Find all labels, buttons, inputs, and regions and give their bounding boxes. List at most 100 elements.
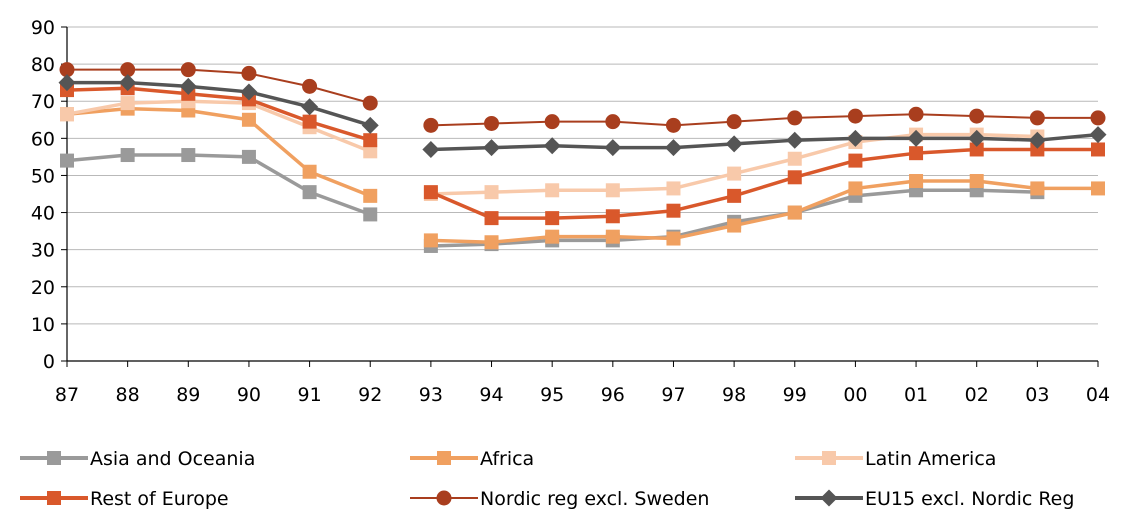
data-point [909,174,924,189]
legend-marker [47,451,61,465]
x-tick-label: 93 [419,384,443,406]
y-tick-label: 50 [31,165,55,187]
data-point [1091,142,1105,157]
data-point [120,96,135,111]
x-tick-label: 88 [116,384,140,406]
data-point [969,142,984,157]
data-point [302,185,317,200]
data-point [302,114,317,129]
data-point [363,144,378,159]
data-point [907,129,925,147]
x-tick-label: 98 [722,384,746,406]
data-point [666,231,681,246]
series-5 [58,74,1107,158]
data-point [483,139,501,157]
series-line [65,99,372,154]
legend-label: Africa [480,448,534,470]
data-point [605,209,620,224]
legend: Asia and Oceania Africa Latin America Rest … [20,448,1074,510]
y-tick-label: 90 [31,17,55,39]
data-point [848,181,863,196]
x-tick-label: 96 [601,384,625,406]
series-4 [59,62,1106,133]
data-point [969,174,984,189]
x-tick-label: 95 [540,384,564,406]
data-point [484,185,499,200]
data-point [180,62,196,78]
data-point [179,77,197,95]
data-point [545,229,560,244]
data-point [605,114,621,130]
data-point [119,74,137,92]
data-point [363,207,378,222]
data-point [423,233,438,248]
data-point [787,110,803,126]
data-point [1028,131,1046,149]
data-point [58,74,76,92]
data-point [1030,142,1045,157]
data-point [968,129,986,147]
series-line [66,68,372,105]
data-point [605,183,620,198]
data-point [59,62,75,78]
data-point [240,83,258,101]
legend-marker [437,451,451,465]
legend-label: Rest of Europe [90,488,229,510]
data-point [604,139,622,157]
data-point [908,106,924,122]
y-tick-label: 20 [31,277,55,299]
data-point [484,115,500,131]
data-point [1089,126,1107,144]
data-point [422,140,440,158]
data-point [786,131,804,149]
data-point [847,108,863,124]
legend-label: Nordic reg excl. Sweden [480,488,709,510]
data-point [363,188,378,203]
data-point [787,205,802,220]
data-point [1091,181,1105,196]
data-point [484,235,499,250]
data-point [363,133,378,148]
series-line [429,132,1100,152]
legend-item: EU15 excl. Nordic Reg [795,488,1074,510]
data-point [361,116,379,134]
legend-item: Africa [410,448,534,470]
data-point [302,164,317,179]
data-point [1090,110,1106,126]
y-tick-label: 80 [31,54,55,76]
y-tick-label: 0 [43,351,55,373]
legend-label: EU15 excl. Nordic Reg [865,488,1074,510]
series-line [65,80,372,128]
x-tick-label: 97 [661,384,685,406]
series-line [65,106,372,198]
y-tick-label: 40 [31,203,55,225]
series-line [429,113,1099,127]
data-point [423,117,439,133]
data-point [666,203,681,218]
data-point [846,129,864,147]
legend-item: Nordic reg excl. Sweden [410,488,709,510]
series-line [429,147,1100,220]
data-point [664,139,682,157]
data-point [665,117,681,133]
data-point [545,183,560,198]
data-point [1029,110,1045,126]
y-tick-label: 70 [31,91,55,113]
data-point [362,95,378,111]
data-point [120,148,135,163]
x-tick-label: 90 [237,384,261,406]
data-point [484,211,499,226]
data-point [241,65,257,81]
y-tick-label: 10 [31,314,55,336]
data-point [1030,181,1045,196]
data-point [302,78,318,94]
x-tick-label: 94 [479,384,503,406]
data-point [969,108,985,124]
data-point [60,153,74,168]
legend-item: Rest of Europe [20,488,229,510]
data-point [727,188,742,203]
y-tick-label: 60 [31,128,55,150]
data-point [727,218,742,233]
